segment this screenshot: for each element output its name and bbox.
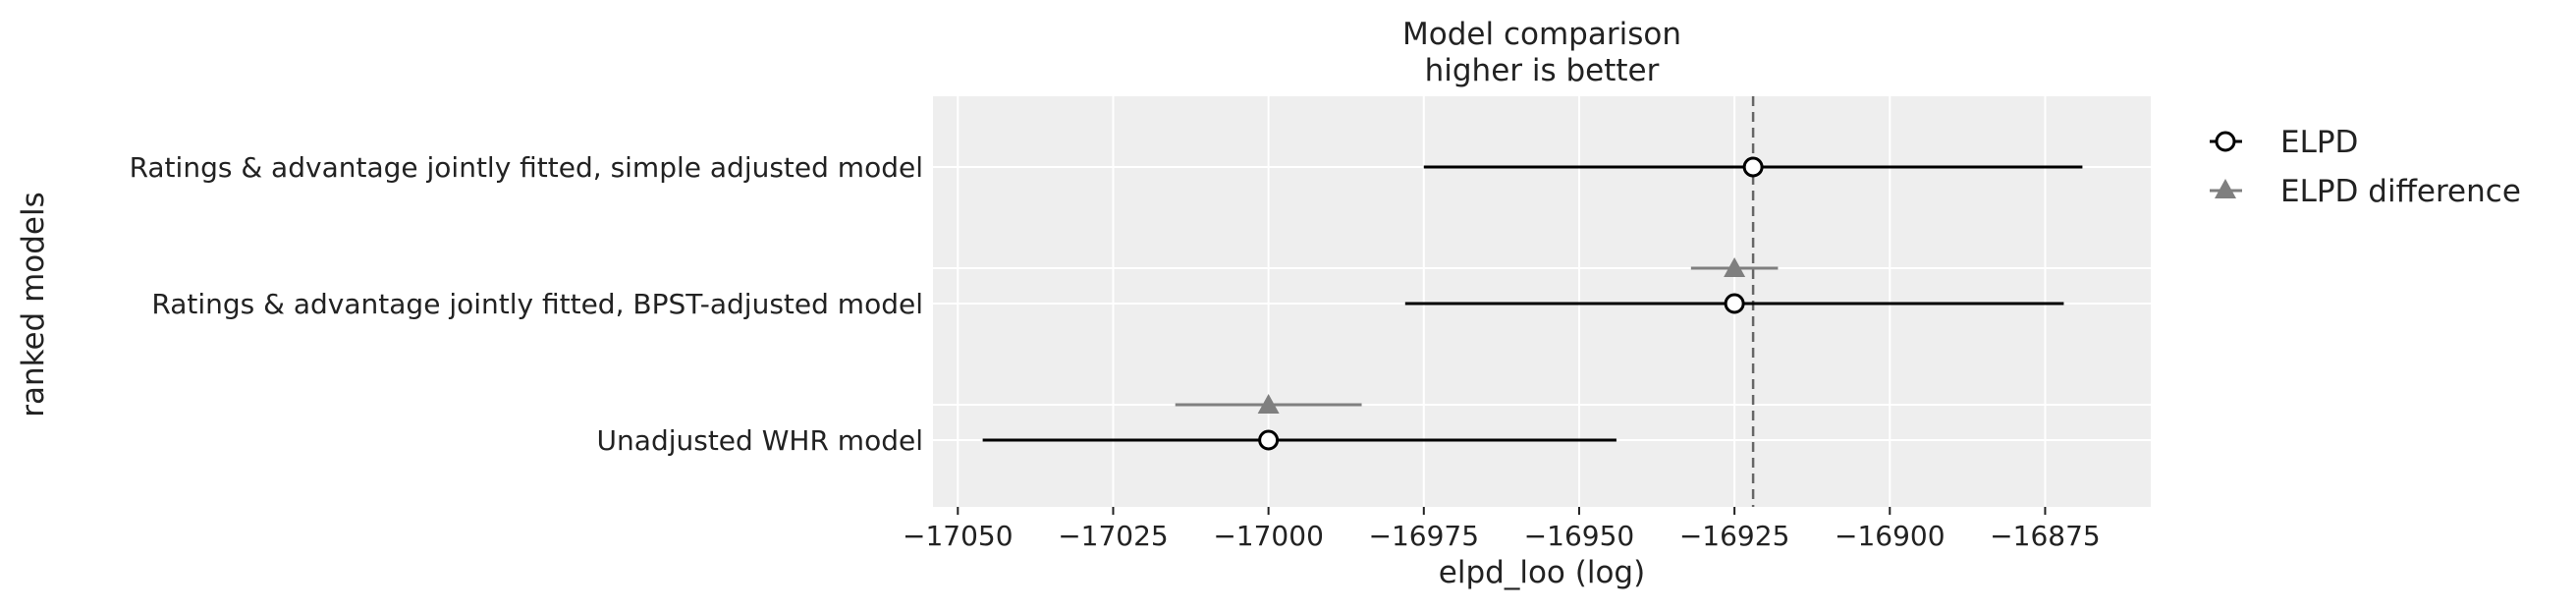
x-axis-ticks: −17050 −17025 −17000 −16975 −16950 −16925 −169… [903,507,2101,552]
legend-elpd-label: ELPD [2280,125,2358,160]
plot-area-background [933,96,2151,507]
legend: ELPD ELPD difference [2210,125,2521,209]
x-axis-label: elpd_loo (log) [1439,555,1645,590]
y-category-label: Unadjusted WHR model [597,424,923,457]
x-tick-label: −16950 [1524,520,1635,552]
y-category-label: Ratings & advantage jointly fitted, simp… [130,151,923,184]
x-tick-label: −16875 [1990,520,2101,552]
legend-elpd-marker [2215,131,2236,152]
y-category-label: Ratings & advantage jointly fitted, BPST… [151,288,923,320]
x-tick-label: −17025 [1058,520,1169,552]
elpd-point [1742,156,1764,178]
elpd-point [1724,293,1745,314]
chart-title: Model comparison [1402,17,1681,52]
x-tick-label: −16975 [1369,520,1480,552]
x-tick-label: −16900 [1835,520,1946,552]
y-axis-category-labels: Ratings & advantage jointly fitted, simp… [130,151,923,457]
x-tick-label: −16925 [1679,520,1790,552]
data-marks [982,156,2083,451]
legend-elpd-difference-label: ELPD difference [2280,174,2521,209]
y-axis-label: ranked models [16,192,51,417]
chart-subtitle: higher is better [1425,53,1660,88]
x-tick-label: −17000 [1213,520,1324,552]
elpd-difference-point [1724,257,1746,277]
x-tick-label: −17050 [903,520,1014,552]
elpd-difference-point [1257,394,1280,414]
legend-elpd-difference-marker [2215,179,2236,198]
elpd-point [1258,429,1280,451]
